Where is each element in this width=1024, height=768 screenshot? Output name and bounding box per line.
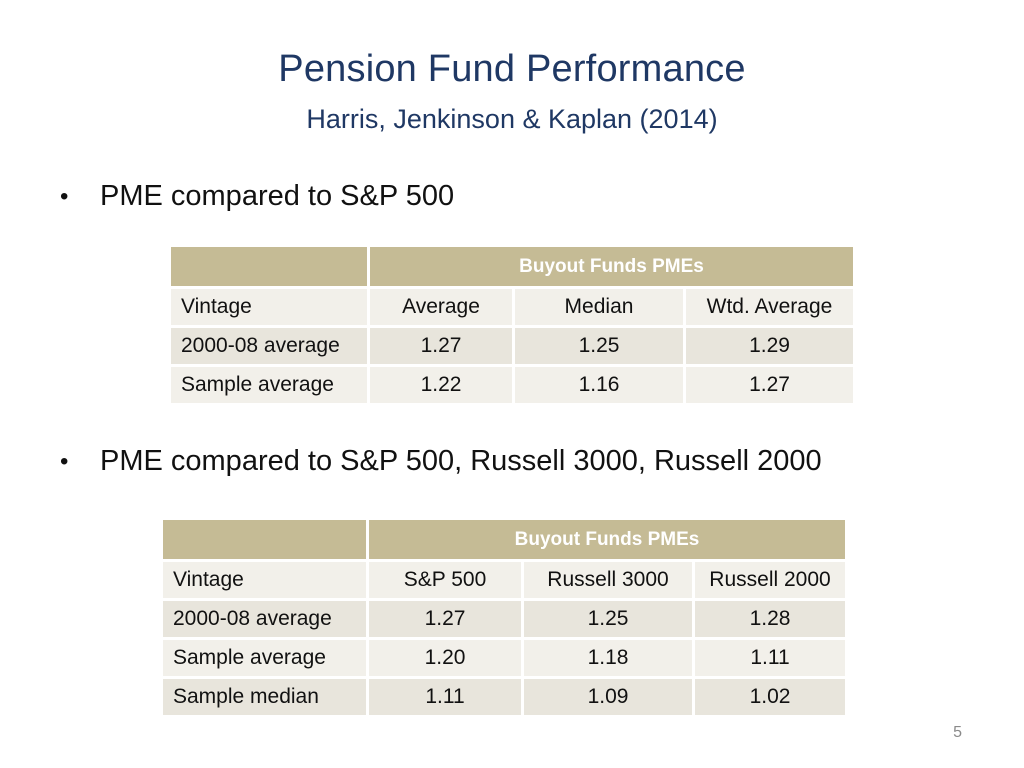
table-group-header: Buyout Funds PMEs	[366, 520, 845, 559]
column-header: Vintage	[171, 286, 367, 325]
table-cell: 1.11	[366, 676, 521, 715]
table-cell: 1.11	[692, 637, 845, 676]
pme-table-multi-index: Buyout Funds PMEs Vintage S&P 500 Russel…	[163, 520, 845, 715]
bullet-item: • PME compared to S&P 500, Russell 3000, …	[60, 445, 822, 478]
column-header: Russell 3000	[521, 559, 692, 598]
table-cell: 1.27	[367, 325, 512, 364]
row-label: 2000-08 average	[163, 598, 366, 637]
slide-title: Pension Fund Performance	[278, 48, 746, 90]
table-header-empty-cell	[171, 247, 367, 286]
column-header: Median	[512, 286, 683, 325]
table-cell: 1.16	[512, 364, 683, 403]
slide-subtitle: Harris, Jenkinson & Kaplan (2014)	[306, 104, 718, 134]
pme-table-sp500: Buyout Funds PMEs Vintage Average Median…	[171, 247, 853, 403]
page-number: 5	[953, 724, 962, 741]
column-header: Average	[367, 286, 512, 325]
table-cell: 1.27	[366, 598, 521, 637]
table-column-header-row: Vintage S&P 500 Russell 3000 Russell 200…	[163, 559, 845, 598]
table-cell: 1.25	[512, 325, 683, 364]
column-header: Russell 2000	[692, 559, 845, 598]
table-row: 2000-08 average 1.27 1.25 1.28	[163, 598, 845, 637]
table-group-header: Buyout Funds PMEs	[367, 247, 853, 286]
table-cell: 1.20	[366, 637, 521, 676]
bullet-icon: •	[60, 183, 69, 211]
table-cell: 1.02	[692, 676, 845, 715]
column-header: Vintage	[163, 559, 366, 598]
row-label: Sample average	[171, 364, 367, 403]
table-row: Sample median 1.11 1.09 1.02	[163, 676, 845, 715]
bullet-icon: •	[60, 448, 69, 476]
row-label: 2000-08 average	[171, 325, 367, 364]
bullet-text: PME compared to S&P 500	[100, 180, 455, 212]
table-cell: 1.09	[521, 676, 692, 715]
table-cell: 1.28	[692, 598, 845, 637]
table-cell: 1.27	[683, 364, 853, 403]
table-cell: 1.18	[521, 637, 692, 676]
table-header-empty-cell	[163, 520, 366, 559]
table-column-header-row: Vintage Average Median Wtd. Average	[171, 286, 853, 325]
table-cell: 1.25	[521, 598, 692, 637]
table-row: 2000-08 average 1.27 1.25 1.29	[171, 325, 853, 364]
table-cell: 1.29	[683, 325, 853, 364]
table-row: Sample average 1.20 1.18 1.11	[163, 637, 845, 676]
table-row: Sample average 1.22 1.16 1.27	[171, 364, 853, 403]
row-label: Sample median	[163, 676, 366, 715]
row-label: Sample average	[163, 637, 366, 676]
bullet-item: • PME compared to S&P 500	[60, 180, 454, 213]
column-header: Wtd. Average	[683, 286, 853, 325]
column-header: S&P 500	[366, 559, 521, 598]
bullet-text: PME compared to S&P 500, Russell 3000, R…	[100, 445, 822, 477]
table-cell: 1.22	[367, 364, 512, 403]
